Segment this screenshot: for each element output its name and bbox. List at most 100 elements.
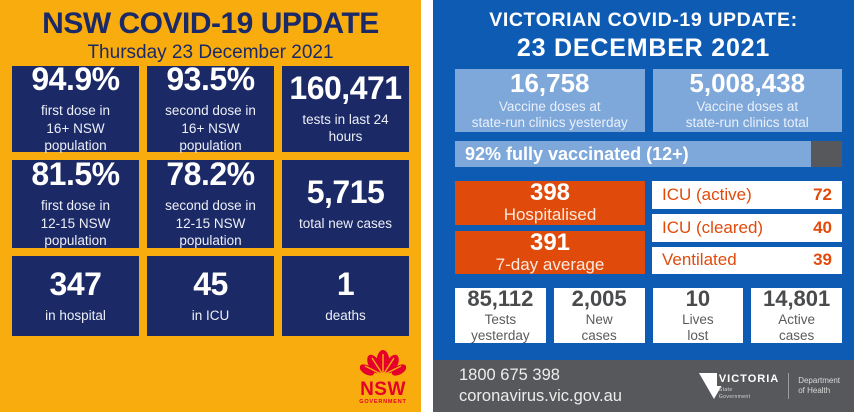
- stat-label: first dose in 12-15 NSW population: [14, 197, 137, 250]
- stat-label-line: deaths: [325, 307, 366, 323]
- icu-cleared-row: ICU (cleared) 40: [652, 213, 842, 242]
- panel-divider: [421, 0, 433, 412]
- stat-label: Active cases: [778, 312, 815, 343]
- stat-value: 347: [49, 265, 102, 302]
- stat-label-line: tests in last 24 hours: [302, 111, 389, 145]
- stat-label-line: Lives: [682, 312, 714, 327]
- stat-value: 10: [685, 286, 711, 311]
- stat-label: tests in last 24 hours: [284, 111, 407, 146]
- waratah-icon: [359, 349, 407, 376]
- stat-label-line: second dose in: [165, 197, 256, 213]
- stat-label-line: in ICU: [191, 307, 230, 323]
- nsw-stat-tile-in-hospital: 347 in hospital: [12, 256, 139, 336]
- stat-label-line: cases: [778, 327, 815, 343]
- vic-title-line2: 23 DECEMBER 2021: [516, 34, 771, 62]
- stat-label: Lives lost: [682, 312, 714, 343]
- stat-label-line: yesterday: [471, 327, 530, 343]
- nsw-stat-tile-new-cases: 5,715 total new cases: [282, 160, 409, 248]
- stat-label: Vaccine doses at state-run clinics yeste…: [472, 99, 628, 131]
- daily-stats-boxes: 85,112 Tests yesterday 2,005 New cases 1…: [455, 286, 842, 344]
- nsw-logo-subtitle: GOVERNMENT: [359, 398, 407, 405]
- department-label-line: of Health: [798, 386, 831, 395]
- stat-label: ICU (active): [662, 184, 752, 204]
- nsw-stat-tile-first-dose-12-15: 81.5% first dose in 12-15 NSW population: [12, 158, 139, 250]
- nsw-title: NSW COVID-19 UPDATE: [42, 7, 379, 40]
- new-cases-box: 2,005 New cases: [553, 286, 645, 344]
- stat-value: 2,005: [571, 286, 627, 311]
- vaccine-doses-total-box: 5,008,438 Vaccine doses at state-run cli…: [652, 67, 842, 132]
- victoria-state-government-logo: VICTORIA State Government: [698, 372, 780, 400]
- hospitalisation-boxes: 398 Hospitalised 391 7-day average: [455, 181, 645, 275]
- victoria-logo-subtitle: State Government: [717, 387, 779, 400]
- vic-panel: VICTORIAN COVID-19 UPDATE: 23 DECEMBER 2…: [433, 0, 854, 412]
- stat-label: total new cases: [299, 215, 392, 233]
- stat-value: 78.2%: [166, 156, 255, 193]
- stat-value: 39: [813, 250, 832, 270]
- vaccine-dose-boxes: 16,758 Vaccine doses at state-run clinic…: [455, 69, 842, 132]
- victoria-logo-text: VICTORIA State Government: [716, 372, 780, 400]
- department-of-health-label: Department of Health: [798, 376, 840, 397]
- stat-label-line: in hospital: [45, 307, 106, 323]
- stat-value: 1: [336, 265, 355, 302]
- stat-label: first dose in 16+ NSW population: [14, 102, 137, 155]
- stat-label-line: 16+ NSW population: [179, 120, 242, 154]
- stat-value: 94.9%: [31, 61, 120, 98]
- stat-label-line: Active: [778, 312, 815, 327]
- stat-label-line: first dose in: [40, 197, 111, 213]
- hospitalised-box: 398 Hospitalised: [455, 181, 645, 225]
- stat-label: second dose in 16+ NSW population: [149, 102, 272, 155]
- nsw-stat-tile-tests: 160,471 tests in last 24 hours: [282, 66, 409, 152]
- nsw-government-logo: NSW GOVERNMENT: [357, 348, 409, 406]
- stat-label-line: Tests: [484, 312, 517, 327]
- active-cases-box: 14,801 Active cases: [751, 286, 842, 344]
- vic-title: VICTORIAN COVID-19 UPDATE: 23 DECEMBER 2…: [433, 9, 854, 63]
- nsw-stats-grid: 94.9% first dose in 16+ NSW population 9…: [12, 61, 409, 336]
- stat-value: 5,715: [306, 173, 385, 210]
- icu-active-row: ICU (active) 72: [652, 181, 842, 209]
- department-label-line: Department: [798, 375, 840, 385]
- stat-label-line: 12-15 NSW population: [175, 215, 246, 249]
- nsw-stat-tile-first-dose-16: 94.9% first dose in 16+ NSW population: [12, 61, 139, 155]
- stat-label-line: cases: [581, 327, 617, 343]
- stat-label: second dose in 12-15 NSW population: [149, 197, 272, 250]
- nsw-date: Thursday 23 December 2021: [87, 42, 334, 63]
- stat-value: 14,801: [762, 286, 831, 311]
- stat-label: 7-day average: [495, 254, 605, 274]
- vaccination-progress-label: 92% fully vaccinated (12+): [465, 143, 689, 164]
- hotline-number: 1800 675 398: [459, 365, 560, 384]
- nsw-stat-tile-deaths: 1 deaths: [282, 256, 409, 336]
- victoria-logo-subtitle-line: Government: [718, 393, 751, 400]
- stat-value: 85,112: [467, 286, 534, 311]
- stat-value: 391: [529, 228, 571, 256]
- stat-label-line: New: [585, 312, 613, 327]
- stat-label-line: state-run clinics yesterday: [471, 115, 628, 131]
- lives-lost-box: 10 Lives lost: [652, 286, 744, 344]
- stat-label: New cases: [581, 312, 616, 343]
- stat-value: 5,008,438: [689, 67, 806, 98]
- stat-label-line: 12-15 NSW population: [40, 215, 111, 249]
- nsw-logo-name: NSW: [360, 378, 406, 400]
- stat-label-line: lost: [687, 327, 709, 343]
- footer-contact: 1800 675 398 coronavirus.vic.gov.au: [459, 365, 622, 408]
- stat-label-line: second dose in: [165, 102, 256, 118]
- stat-label-line: state-run clinics total: [685, 115, 809, 131]
- stat-value: 16,758: [509, 67, 590, 98]
- stat-label: in ICU: [192, 307, 230, 325]
- victoria-logo-name: VICTORIA: [716, 372, 780, 387]
- stat-value: 398: [529, 179, 571, 206]
- brand-divider: [788, 373, 790, 399]
- stat-value: 40: [813, 217, 832, 237]
- vaccine-doses-yesterday-box: 16,758 Vaccine doses at state-run clinic…: [455, 69, 645, 132]
- stat-value: 45: [193, 265, 228, 302]
- stat-label: in hospital: [45, 307, 106, 325]
- stat-value: 160,471: [289, 70, 402, 107]
- victoria-logo-subtitle-line: State: [718, 387, 733, 394]
- tests-yesterday-box: 85,112 Tests yesterday: [455, 286, 546, 344]
- vaccination-progress-bar: 92% fully vaccinated (12+): [455, 141, 842, 167]
- icu-rows: ICU (active) 72 ICU (cleared) 40 Ventila…: [652, 181, 842, 275]
- nsw-stat-tile-in-icu: 45 in ICU: [147, 256, 274, 336]
- nsw-stat-tile-second-dose-16: 93.5% second dose in 16+ NSW population: [147, 63, 274, 155]
- footer-brand: VICTORIA State Government Department of …: [698, 372, 840, 400]
- stat-label-line: Vaccine doses at: [696, 98, 799, 114]
